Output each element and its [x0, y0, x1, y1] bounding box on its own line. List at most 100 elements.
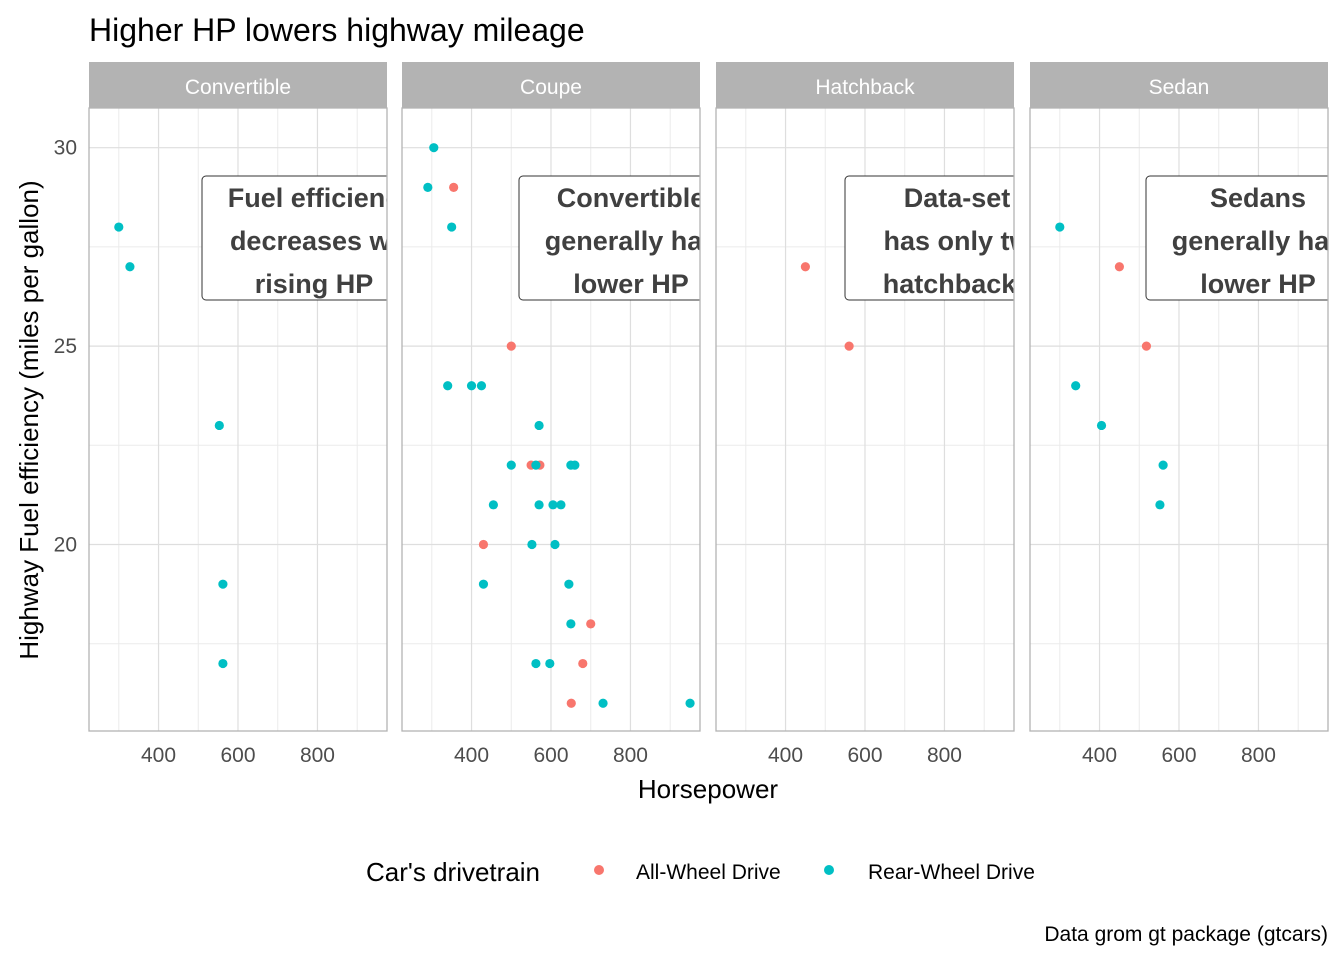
panel-border: [715, 107, 1015, 732]
y-axis-title: Highway Fuel efficiency (miles per gallo…: [14, 180, 44, 659]
facet-hatchback: Hatchback Data-set has only tw hatchbacks 40…: [715, 62, 1032, 767]
x-tick-label: 400: [1082, 744, 1117, 767]
legend-title: Car's drivetrain: [366, 857, 540, 887]
x-tick-label: 400: [768, 744, 803, 767]
annotation-hatchback: Data-set has only tw hatchbacks: [844, 175, 1032, 301]
annotation-line: Convertible: [557, 183, 706, 213]
x-axis-title: Horsepower: [638, 774, 779, 804]
y-tick-label: 25: [54, 335, 77, 358]
x-tick-label: 800: [613, 744, 648, 767]
data-point: [218, 579, 228, 589]
annotation-box: [518, 175, 700, 301]
data-point: [598, 698, 608, 708]
data-point: [570, 460, 580, 470]
data-point: [800, 262, 811, 272]
data-point: [1114, 262, 1124, 272]
data-point: [506, 460, 516, 470]
data-point: [449, 182, 459, 192]
data-point: [566, 619, 576, 629]
data-point: [443, 381, 453, 391]
facet-strip-label: Sedan: [1149, 76, 1210, 99]
data-point: [550, 539, 560, 550]
annotation-box: [201, 175, 387, 301]
annotation-line: generally hav: [1172, 226, 1344, 256]
data-point: [125, 262, 135, 272]
data-point: [1055, 222, 1065, 232]
data-point: [466, 381, 477, 391]
data-point: [1155, 500, 1165, 510]
facet-coupe: Coupe Convertible generally hav lower HP 400…: [401, 62, 718, 767]
data-point: [1071, 381, 1081, 391]
legend-key-rear-wheel-drive: [824, 865, 834, 875]
data-point: [423, 182, 433, 192]
facet-strip-label: Convertible: [185, 76, 291, 99]
facet-sedan: Sedan Sedans generally hav lower HP 400 600 80…: [1029, 62, 1344, 767]
x-tick-label: 800: [1241, 744, 1276, 767]
data-point: [548, 500, 558, 510]
x-tick-label: 600: [847, 744, 882, 767]
chart-title: Higher HP lowers highway mileage: [89, 12, 585, 48]
data-point: [844, 341, 854, 351]
x-tick-label: 600: [533, 744, 568, 767]
facet-strip-label: Hatchback: [815, 76, 915, 99]
annotation-line: Data-set: [904, 183, 1011, 213]
facet-strip: [402, 62, 700, 108]
x-tick-label: 400: [454, 744, 489, 767]
data-point: [114, 222, 124, 232]
x-tick-label: 600: [220, 744, 255, 767]
panel-border: [401, 107, 701, 732]
facet-convertible: Convertible Fuel efficienc decreases wi ris…: [54, 62, 401, 767]
data-point: [1096, 420, 1107, 431]
legend-label-all-wheel-drive: All-Wheel Drive: [636, 861, 781, 884]
data-point: [545, 658, 555, 669]
annotation-box: [844, 175, 1014, 301]
data-point: [564, 579, 574, 589]
data-point: [488, 500, 498, 510]
data-point: [527, 539, 537, 550]
chart-caption: Data grom gt package (gtcars): [1044, 923, 1328, 946]
data-point: [478, 579, 489, 589]
legend-label-rear-wheel-drive: Rear-Wheel Drive: [868, 861, 1035, 884]
y-tick-label: 20: [54, 533, 77, 556]
data-point: [534, 500, 544, 510]
annotation-line: generally hav: [545, 226, 718, 256]
legend-key-all-wheel-drive: [594, 865, 604, 875]
data-point: [566, 698, 576, 708]
annotation-sedan: Sedans generally hav lower HP: [1145, 175, 1344, 301]
data-point: [586, 619, 596, 629]
data-point: [1141, 341, 1152, 351]
data-point: [1158, 460, 1168, 470]
annotation-line: rising HP: [255, 269, 374, 299]
annotation-line: Fuel efficienc: [228, 183, 401, 213]
data-point: [447, 222, 457, 232]
panel-border: [88, 107, 388, 732]
data-point: [218, 658, 228, 669]
data-point: [506, 341, 516, 351]
annotation-line: has only tw: [883, 226, 1031, 256]
data-point: [531, 460, 541, 470]
annotation-line: Sedans: [1210, 183, 1306, 213]
facet-strip-label: Coupe: [520, 76, 582, 99]
data-point: [685, 698, 695, 708]
data-point: [556, 500, 566, 510]
annotation-coupe: Convertible generally hav lower HP: [518, 175, 718, 301]
data-point: [429, 143, 439, 153]
data-point: [534, 420, 544, 431]
x-tick-label: 600: [1161, 744, 1196, 767]
annotation-convertible: Fuel efficienc decreases wi rising HP: [201, 175, 401, 301]
facet-strip: [89, 62, 387, 108]
panel-border: [1029, 107, 1329, 732]
data-point: [578, 658, 588, 669]
x-tick-label: 800: [300, 744, 335, 767]
facet-strip: [716, 62, 1014, 108]
annotation-line: decreases wi: [230, 226, 398, 256]
facet-strip: [1030, 62, 1328, 108]
data-point: [531, 658, 541, 669]
annotation-box: [1145, 175, 1328, 301]
x-tick-label: 800: [927, 744, 962, 767]
annotation-line: hatchbacks: [883, 269, 1032, 299]
legend: Car's drivetrain All-Wheel Drive Rear-Wh…: [366, 857, 1035, 887]
x-tick-label: 400: [141, 744, 176, 767]
data-point: [214, 420, 224, 431]
